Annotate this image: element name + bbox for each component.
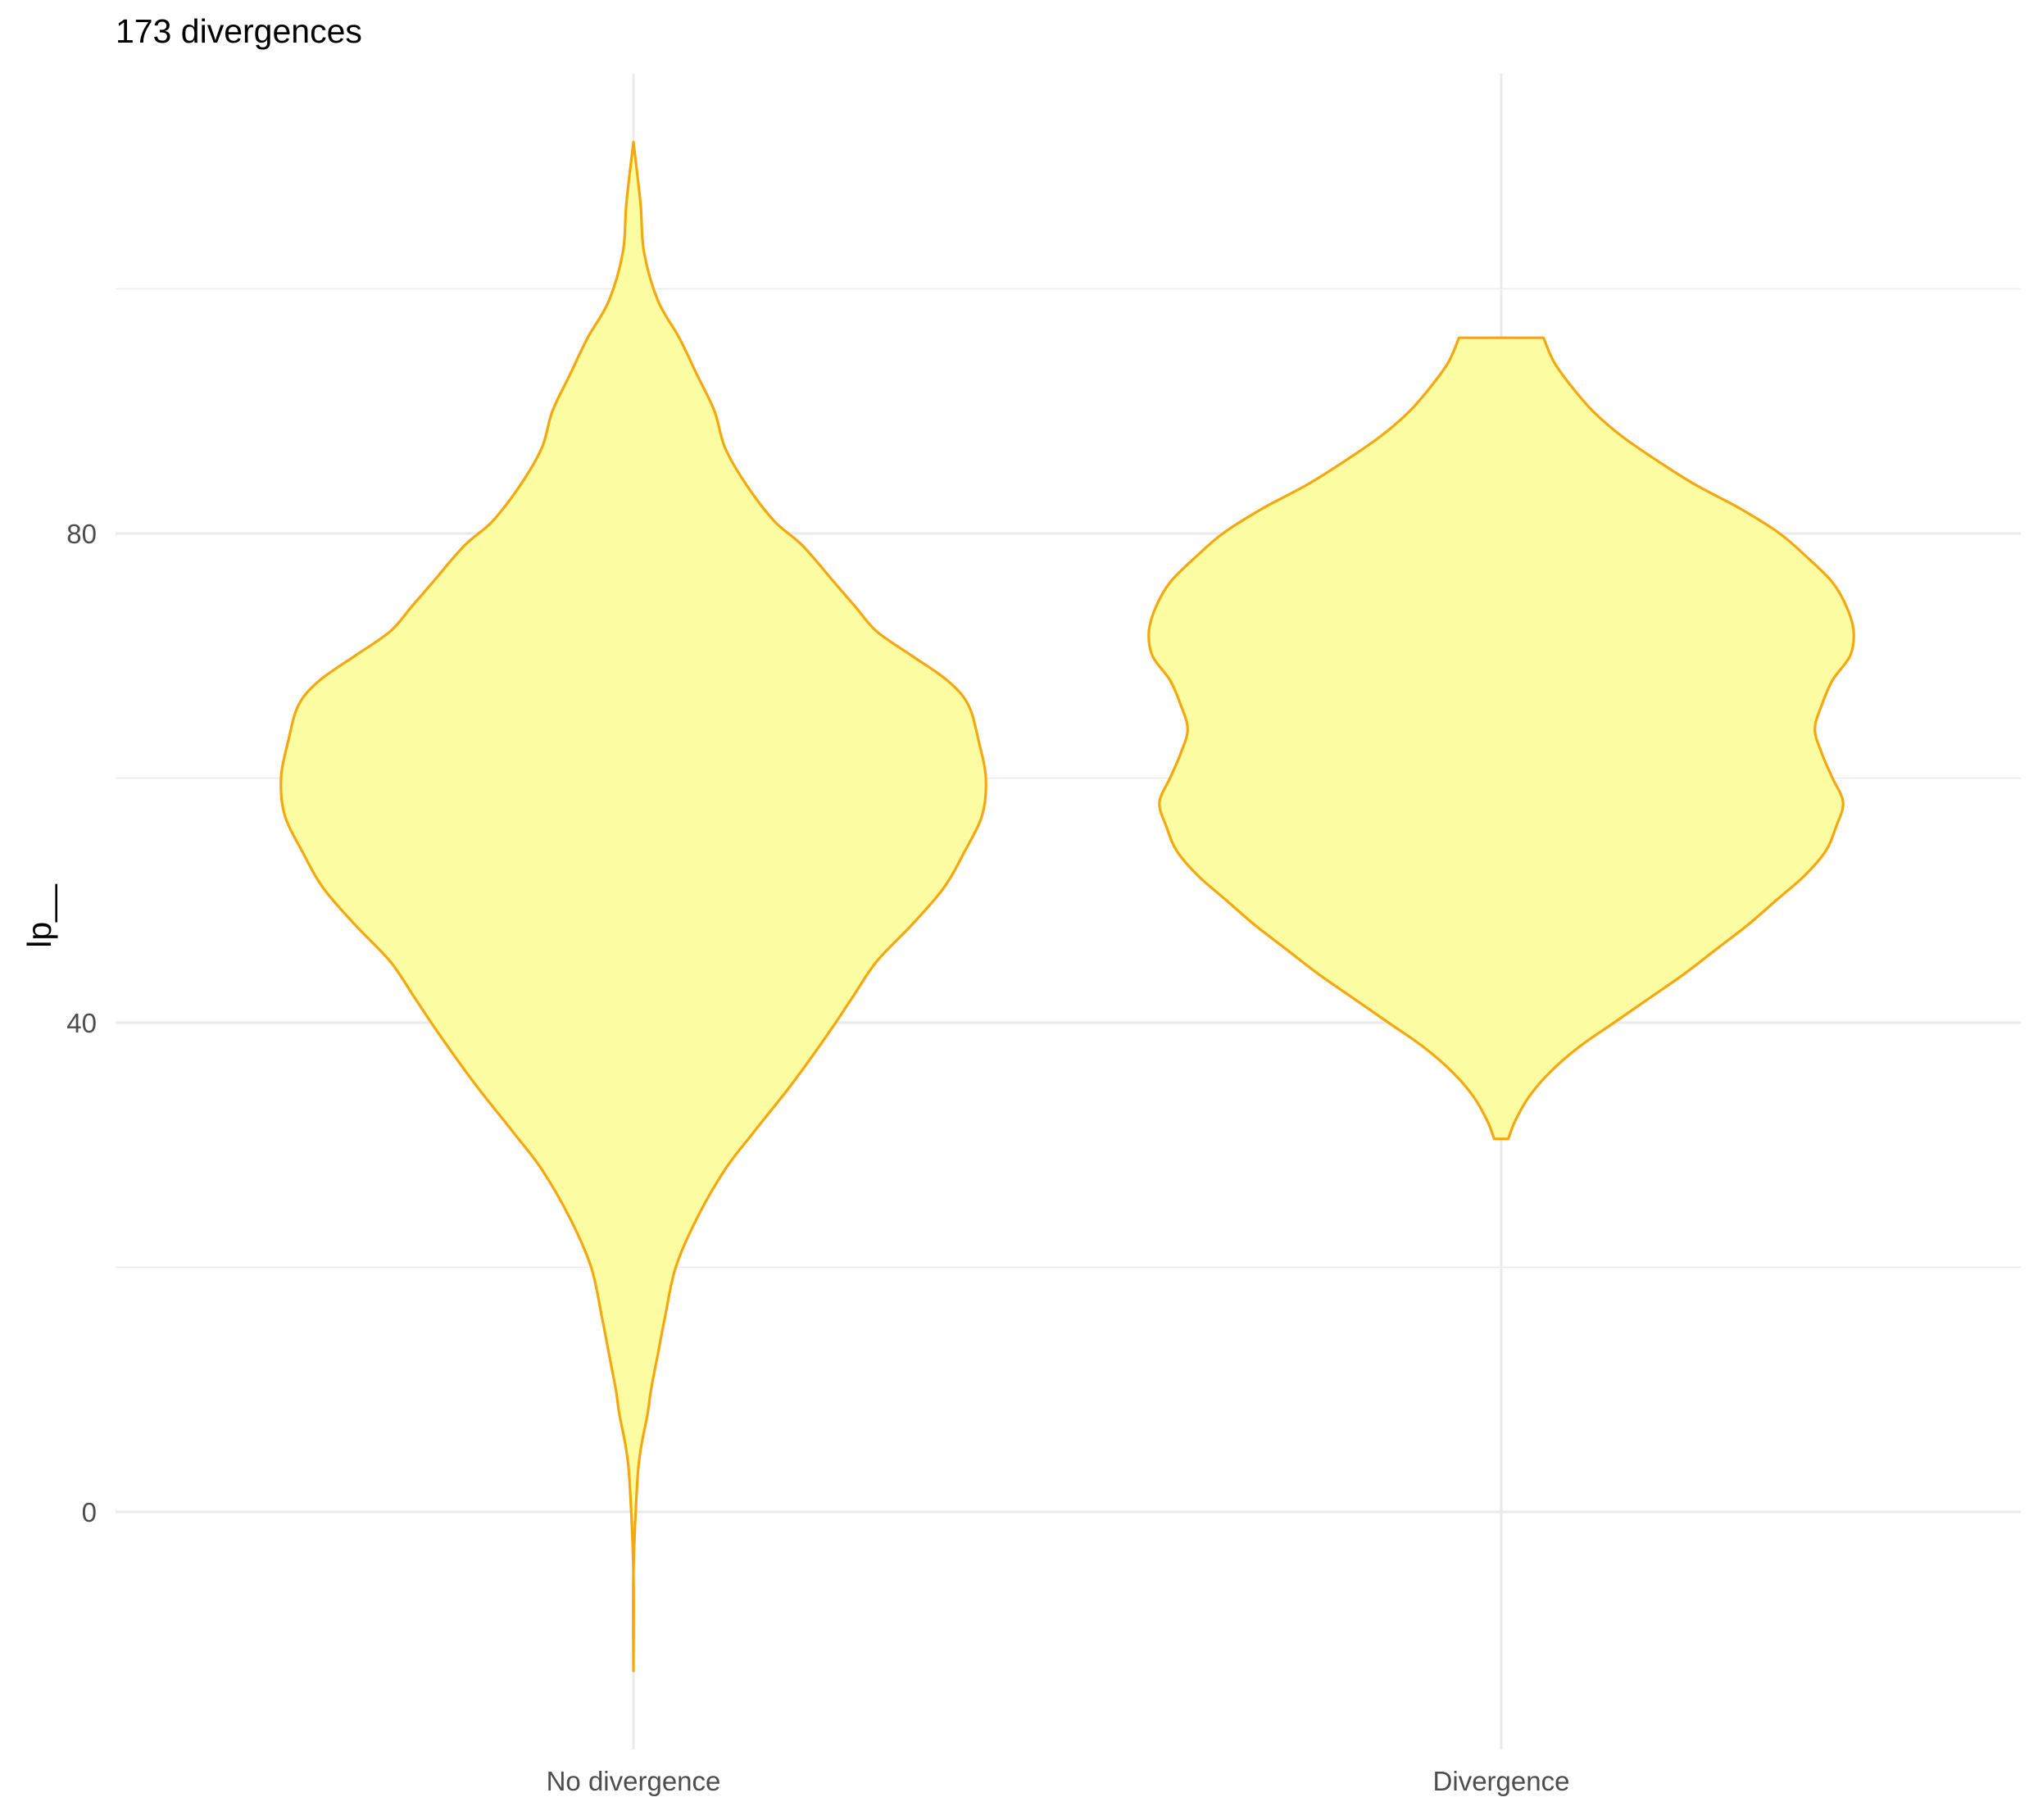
- x-tick-label: Divergence: [1433, 1766, 1570, 1796]
- y-tick-label: 40: [66, 1008, 97, 1038]
- y-tick-label: 0: [82, 1497, 97, 1527]
- violin-no-divergence: [279, 140, 987, 1672]
- x-tick-label: No divergence: [547, 1766, 721, 1796]
- y-tick-label: 80: [66, 519, 97, 549]
- violin-divergence: [1147, 336, 1855, 1141]
- chart-title: 173 divergences: [116, 12, 362, 50]
- axis-layer: 0 40 80 No divergence Divergence: [66, 519, 1569, 1796]
- y-axis-label: lp__: [20, 883, 58, 948]
- violin-layer: [279, 140, 1855, 1672]
